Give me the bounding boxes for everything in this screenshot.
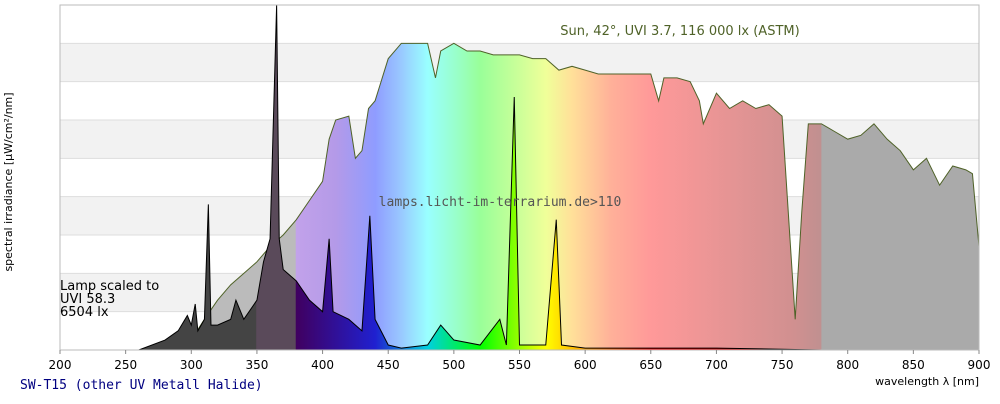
x-tick-label: 500	[442, 358, 465, 372]
x-tick-label: 200	[49, 358, 72, 372]
lamp-info: UVI 58.3	[60, 292, 115, 307]
x-tick-label: 900	[968, 358, 991, 372]
area-fill	[138, 5, 822, 350]
x-tick-label: 550	[508, 358, 531, 372]
x-tick-label: 600	[574, 358, 597, 372]
x-tick-label: 450	[377, 358, 400, 372]
x-tick-label: 650	[639, 358, 662, 372]
watermark: lamps.licht-im-terrarium.de>110	[379, 195, 622, 210]
sun-label: Sun, 42°, UVI 3.7, 116 000 lx (ASTM)	[560, 24, 799, 39]
x-tick-label: 750	[771, 358, 794, 372]
spectrum-line	[177, 42, 980, 351]
x-tick-label: 400	[311, 358, 334, 372]
y-axis-label: spectral irradiance [µW/cm²/nm]	[2, 92, 15, 271]
lamp-info: 6504 lx	[60, 305, 109, 320]
x-tick-label: 250	[114, 358, 137, 372]
area-fill	[178, 43, 979, 350]
x-tick-label: 350	[245, 358, 268, 372]
lamp-name: SW-T15 (other UV Metall Halide)	[20, 378, 263, 393]
spectrum-line	[138, 4, 822, 351]
x-tick-label: 700	[705, 358, 728, 372]
x-tick-label: 800	[836, 358, 859, 372]
x-tick-label: 850	[902, 358, 925, 372]
plot-area	[138, 4, 980, 351]
x-axis-label: wavelength λ [nm]	[875, 375, 979, 388]
x-tick-label: 300	[180, 358, 203, 372]
lamp-info: Lamp scaled to	[60, 279, 159, 294]
